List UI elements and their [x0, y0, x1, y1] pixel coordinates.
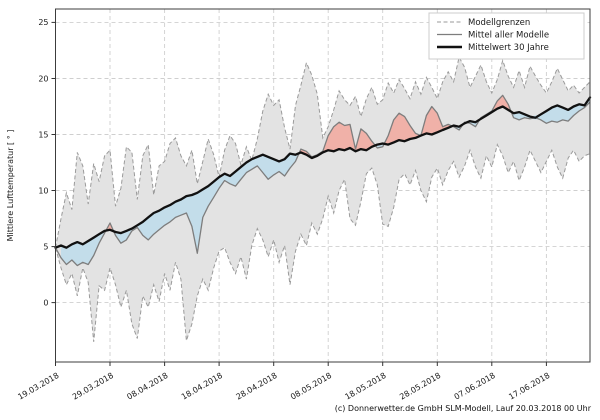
x-axis-tick-label: 08.04.2018	[125, 371, 169, 402]
x-axis-tick-label: 29.03.2018	[71, 371, 115, 402]
y-axis-tick-label: 0	[43, 298, 48, 307]
y-axis-tick-label: 20	[38, 74, 48, 83]
legend-label-modellgrenzen: Modellgrenzen	[468, 18, 530, 28]
y-axis-label: Mittlere Lufttemperatur [ ° ]	[6, 130, 15, 242]
model-below-normal-area	[61, 97, 590, 266]
x-axis-tick-label: 19.03.2018	[16, 371, 60, 402]
model-range-area	[55, 57, 590, 342]
y-axis-tick-label: 5	[43, 242, 48, 251]
mean-30-years-line	[54, 96, 592, 249]
y-axis-tick-label: 25	[38, 18, 48, 27]
legend: Modellgrenzen Mittel aller Modelle Mitte…	[428, 12, 585, 60]
legend-label-mittelwert-30-jahre: Mittelwert 30 Jahre	[468, 43, 549, 53]
legend-label-mittel-aller-modelle: Mittel aller Modelle	[468, 31, 549, 41]
x-axis-tick-label: 17.06.2018	[507, 371, 551, 402]
footer-credit: (c) Donnerwetter.de GmbH SLM-Modell, Lau…	[335, 404, 592, 413]
plot-border	[55, 8, 591, 363]
legend-box	[428, 12, 585, 60]
model-lower-bound-line	[55, 143, 591, 342]
x-axis-tick-label: 28.04.2018	[235, 371, 279, 402]
model-upper-bound-line	[55, 55, 591, 248]
x-axis-tick-label: 07.06.2018	[453, 371, 497, 402]
y-axis-tick-label: 10	[38, 186, 48, 195]
model-above-normal-area	[106, 95, 512, 232]
y-axis-tick-label: 15	[38, 130, 48, 139]
x-axis-tick-label: 18.05.2018	[344, 371, 388, 402]
data-layer	[54, 55, 592, 342]
x-axis-tick-label: 28.05.2018	[398, 371, 442, 402]
x-axis-tick-label: 18.04.2018	[180, 371, 224, 402]
x-axis-tick-label: 08.05.2018	[289, 371, 333, 402]
